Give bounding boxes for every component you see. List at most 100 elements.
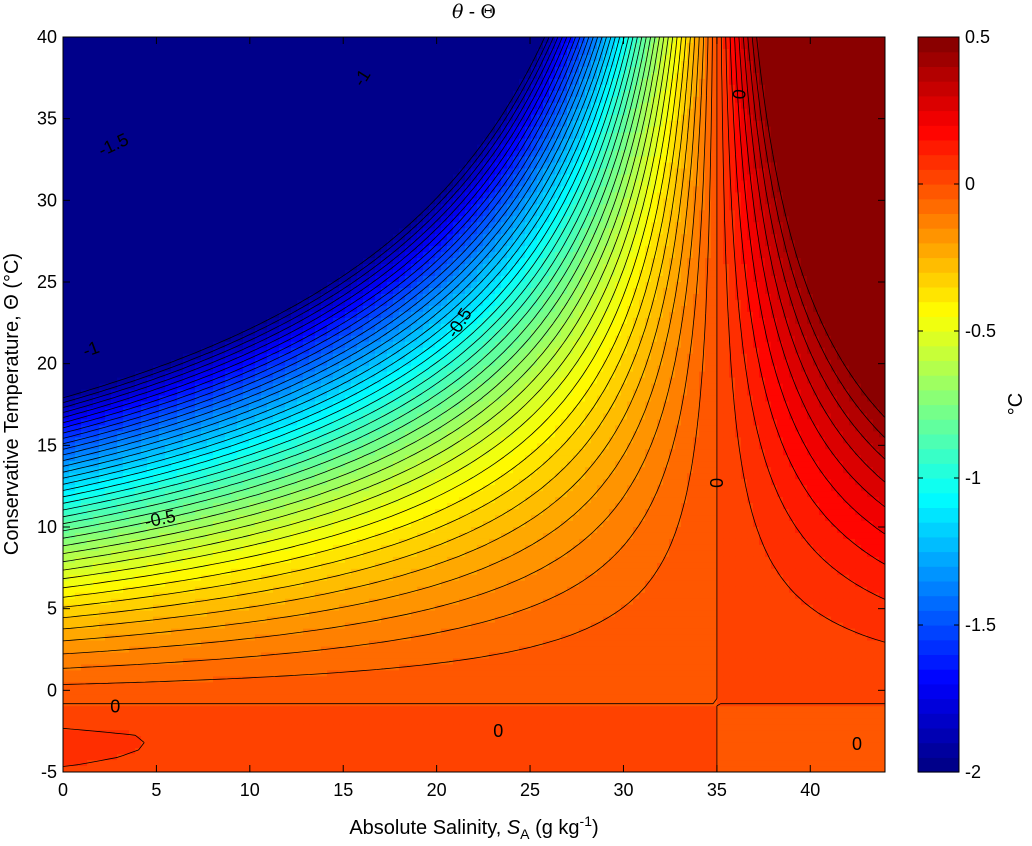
heat-cell [69, 216, 76, 223]
heat-cell [825, 126, 832, 134]
heat-cell [651, 126, 658, 134]
heat-cell [549, 186, 556, 193]
heat-cell [753, 234, 760, 241]
heat-cell [633, 198, 640, 205]
heat-cell [285, 180, 292, 187]
heat-cell [171, 96, 178, 104]
heat-cell [591, 66, 598, 74]
heat-cell [561, 210, 568, 217]
heat-cell [789, 37, 796, 44]
heat-cell [555, 150, 562, 158]
heat-cell [639, 96, 646, 104]
heat-cell [633, 144, 640, 152]
heat-cell [717, 132, 724, 140]
heat-cell [171, 120, 178, 128]
heat-cell [159, 198, 166, 205]
heat-cell [519, 37, 526, 44]
heat-cell [549, 78, 556, 86]
heat-cell [309, 120, 316, 128]
heat-cell [285, 78, 292, 86]
heat-cell [519, 234, 526, 241]
heat-cell [267, 198, 274, 205]
heat-cell [597, 210, 604, 217]
heat-cell [207, 168, 214, 176]
heat-cell [207, 204, 214, 211]
heat-cell [153, 96, 160, 104]
heat-cell [657, 54, 664, 62]
heat-cell [387, 222, 394, 229]
heat-cell [195, 162, 202, 170]
heat-cell [225, 96, 232, 104]
heat-cell [819, 234, 826, 241]
heat-cell [141, 37, 148, 44]
heat-cell [75, 210, 82, 217]
heat-cell [729, 156, 736, 164]
heat-cell [405, 246, 412, 253]
heat-cell [693, 156, 700, 164]
heat-cell [819, 162, 826, 170]
heat-cell [477, 42, 484, 50]
heat-cell [501, 150, 508, 158]
heat-cell [525, 102, 532, 110]
heat-cell [135, 186, 142, 193]
heat-cell [459, 120, 466, 128]
heat-cell [135, 42, 142, 50]
heat-cell [423, 156, 430, 164]
heat-cell [489, 48, 496, 56]
heat-cell [99, 37, 106, 44]
heat-cell [195, 132, 202, 140]
heat-cell [501, 126, 508, 134]
heat-cell [327, 48, 334, 56]
heat-cell [843, 210, 850, 217]
heat-cell [795, 138, 802, 146]
heat-cell [237, 252, 244, 259]
heat-cell [537, 222, 544, 229]
heat-cell [213, 150, 220, 158]
heat-cell [123, 174, 130, 182]
heat-cell [687, 72, 694, 80]
heat-cell [741, 174, 748, 182]
heat-cell [543, 72, 550, 80]
heat-cell [315, 186, 322, 193]
heat-cell [519, 162, 526, 170]
heat-cell [765, 210, 772, 217]
heat-cell [795, 168, 802, 176]
heat-cell [69, 186, 76, 193]
heat-cell [405, 132, 412, 140]
heat-cell [207, 84, 214, 92]
heat-cell [873, 240, 880, 247]
heat-cell [633, 234, 640, 241]
heat-cell [207, 66, 214, 74]
heat-cell [429, 78, 436, 86]
heat-cell [531, 90, 538, 98]
heat-cell [591, 54, 598, 62]
heat-cell [639, 240, 646, 247]
heat-cell [273, 66, 280, 74]
heat-cell [849, 90, 856, 98]
heat-cell [291, 246, 298, 253]
heat-cell [705, 78, 712, 86]
heat-cell [69, 180, 76, 187]
heat-cell [855, 78, 862, 86]
heat-cell [603, 198, 610, 205]
heat-cell [873, 216, 880, 223]
heat-cell [657, 48, 664, 56]
heat-cell [597, 84, 604, 92]
heat-cell [303, 66, 310, 74]
heat-cell [777, 60, 784, 68]
heat-cell [333, 222, 340, 229]
heat-cell [177, 186, 184, 193]
heat-cell [561, 138, 568, 146]
heat-cell [423, 174, 430, 182]
heat-cell [717, 174, 724, 182]
heat-cell [849, 228, 856, 235]
heat-cell [675, 132, 682, 140]
heat-cell [303, 192, 310, 199]
heat-cell [339, 126, 346, 134]
heat-cell [615, 216, 622, 223]
heat-cell [273, 228, 280, 235]
heat-cell [843, 240, 850, 247]
heat-cell [747, 156, 754, 164]
heat-cell [129, 216, 136, 223]
heat-cell [531, 204, 538, 211]
